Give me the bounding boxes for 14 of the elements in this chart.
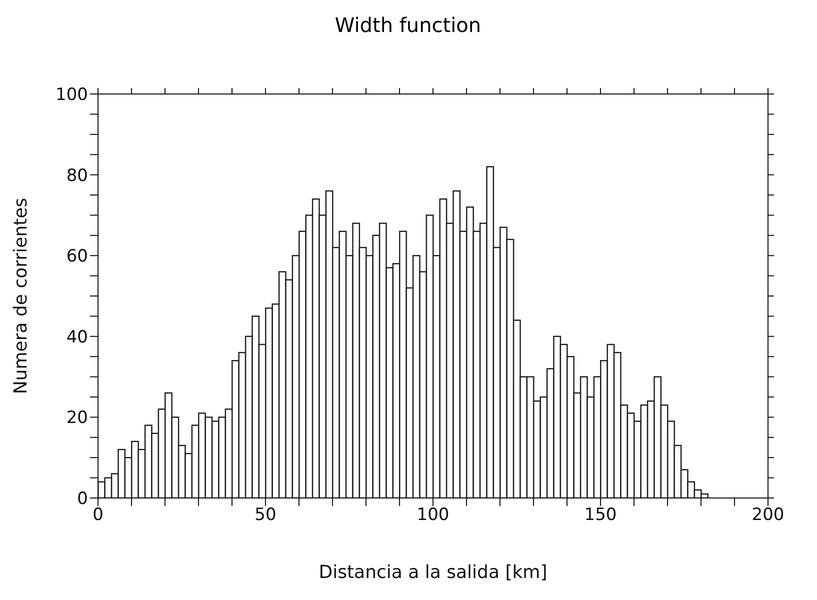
y-axis-title: Numera de corrientes [10,198,32,394]
y-tick-label: 20 [66,408,88,428]
chart-title: Width function [334,12,482,39]
x-tick-label: 200 [752,505,784,526]
x-tick-label: 0 [92,505,104,526]
x-tick-label: 50 [254,505,276,526]
x-tick-label: 150 [584,505,617,526]
y-tick-label: 60 [66,246,88,267]
y-tick-label: 40 [66,327,88,348]
x-axis-title: Distancia a la salida [km] [318,562,548,583]
y-tick-label: 80 [66,166,88,186]
y-tick-label: 100 [56,85,88,106]
y-tick-label: 0 [77,489,88,510]
x-tick-label: 100 [416,505,450,526]
